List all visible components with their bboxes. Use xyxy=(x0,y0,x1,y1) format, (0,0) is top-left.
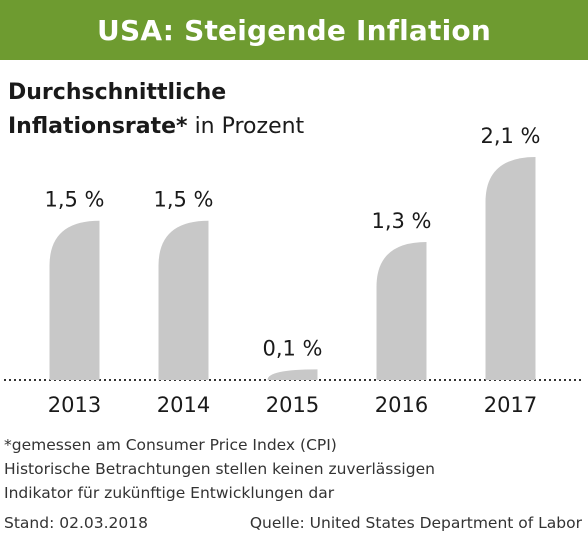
value-label-2013: 1,5 % xyxy=(44,188,104,212)
date-stamp: Stand: 02.03.2018 xyxy=(4,514,148,532)
footnotes: *gemessen am Consumer Price Index (CPI) … xyxy=(4,433,435,505)
chart-subtitle: Durchschnittliche Inflationsrate* in Pro… xyxy=(8,76,304,144)
subtitle-line-2-bold: Inflationsrate* xyxy=(8,114,188,139)
subtitle-line-2-rest: in Prozent xyxy=(187,114,305,139)
title-banner: USA: Steigende Inflation xyxy=(0,0,588,60)
value-label-2016: 1,3 % xyxy=(371,209,431,233)
bar-2016 xyxy=(376,241,427,380)
bar-2015 xyxy=(267,369,318,380)
category-label-2015: 2015 xyxy=(266,393,319,417)
bar-2014 xyxy=(158,220,209,380)
page-title: USA: Steigende Inflation xyxy=(97,13,491,47)
bar-2013 xyxy=(49,220,100,380)
source-credit: Quelle: United States Department of Labo… xyxy=(249,514,582,532)
category-label-2017: 2017 xyxy=(484,393,537,417)
bar-2017 xyxy=(485,157,536,380)
category-label-2014: 2014 xyxy=(157,393,210,417)
value-label-2015: 0,1 % xyxy=(262,336,322,360)
inflation-bar-chart: 1,5 % 2013 1,5 % 2014 0,1 % 2015 1,3 % 2016 2,1 … xyxy=(4,124,584,417)
subtitle-line-1: Durchschnittliche xyxy=(8,80,227,105)
footnote-line: *gemessen am Consumer Price Index (CPI) xyxy=(4,436,337,454)
value-label-2014: 1,5 % xyxy=(153,188,213,212)
footer: Stand: 02.03.2018 Quelle: United States … xyxy=(4,514,582,532)
category-label-2013: 2013 xyxy=(48,393,101,417)
footnote-line: Historische Betrachtungen stellen keinen… xyxy=(4,460,435,478)
footnote-line: Indikator für zukünftige Entwicklungen d… xyxy=(4,484,335,502)
category-label-2016: 2016 xyxy=(375,393,428,417)
value-label-2017: 2,1 % xyxy=(480,124,540,148)
